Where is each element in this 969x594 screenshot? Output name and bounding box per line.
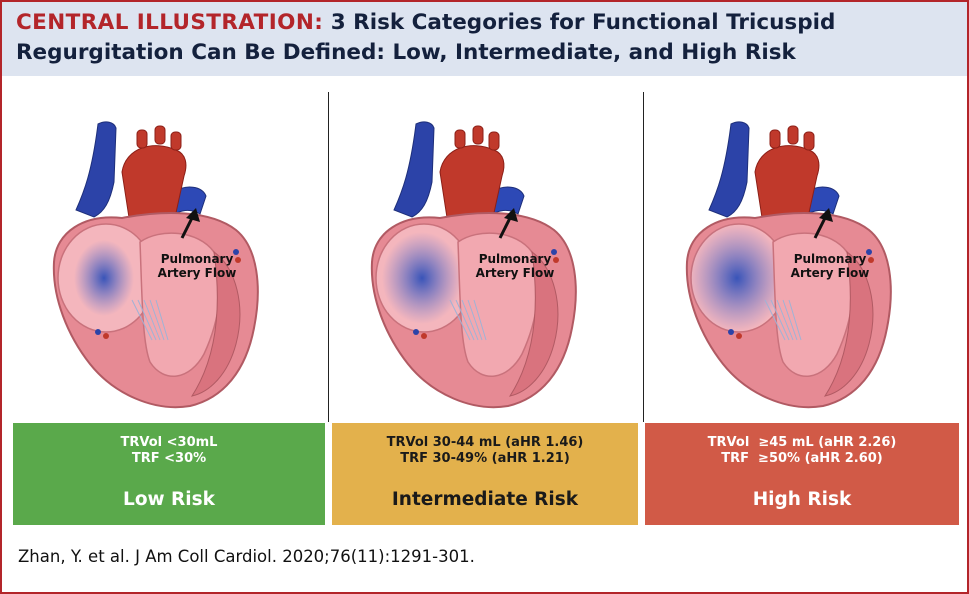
heart-panel-low: Pulmonary Artery Flow xyxy=(14,92,324,422)
vena-cava xyxy=(75,121,117,218)
criteria-trf: TRF <30% xyxy=(131,451,207,466)
flow-arrow-head xyxy=(819,208,833,222)
right-ventricle xyxy=(139,232,222,377)
criteria-trvol: TRVol 30-44 mL (aHR 1.46) xyxy=(386,435,584,450)
risk-criteria: TRVol <30mL TRF <30% xyxy=(13,435,325,467)
left-ventricle-wall xyxy=(190,250,241,397)
arch-branch-2 xyxy=(154,125,166,145)
panel-divider-2 xyxy=(643,92,644,422)
page-title: CENTRAL ILLUSTRATION: 3 Risk Categories … xyxy=(16,8,946,68)
right-ventricle xyxy=(457,232,540,377)
arch-branch-1 xyxy=(769,129,781,149)
chorda-tendinea xyxy=(782,299,798,341)
arch-branch-3 xyxy=(170,131,182,151)
vessel-dot-red xyxy=(553,257,559,263)
flow-label-line2: Artery Flow xyxy=(475,266,555,280)
pulmonary-flow-label: Pulmonary Artery Flow xyxy=(142,252,252,280)
criteria-trf: TRF 30-49% (aHR 1.21) xyxy=(400,451,570,466)
chorda-tendinea xyxy=(155,299,169,341)
pulmonary-flow-label: Pulmonary Artery Flow xyxy=(460,252,570,280)
chorda-tendinea xyxy=(149,299,165,341)
vessel-dot-blue-lower xyxy=(728,329,734,335)
risk-box-low: TRVol <30mL TRF <30% Low Risk xyxy=(13,423,325,525)
flow-label-line1: Pulmonary xyxy=(160,252,234,266)
criteria-trf: TRF ≥50% (aHR 2.60) xyxy=(721,451,883,466)
chorda-tendinea xyxy=(461,299,479,341)
flow-label-line2: Artery Flow xyxy=(157,266,237,280)
risk-criteria: TRVol ≥45 mL (aHR 2.26) TRF ≥50% (aHR 2.… xyxy=(645,435,959,467)
arch-branch-1 xyxy=(454,129,466,149)
arch-branch-2 xyxy=(787,125,799,145)
flow-arrow-head xyxy=(186,208,200,222)
heart-panel-intermediate: Pulmonary Artery Flow xyxy=(332,92,642,422)
flow-label-line1: Pulmonary xyxy=(478,252,552,266)
vessel-dot-red xyxy=(235,257,241,263)
title-lead: CENTRAL ILLUSTRATION: xyxy=(16,10,324,35)
risk-label: High Risk xyxy=(752,489,852,510)
left-ventricle-wall xyxy=(508,250,559,397)
risk-box-intermediate: TRVol 30-44 mL (aHR 1.46) TRF 30-49% (aH… xyxy=(332,423,638,525)
risk-criteria: TRVol 30-44 mL (aHR 1.46) TRF 30-49% (aH… xyxy=(332,435,638,467)
vessel-dot-red-lower xyxy=(421,333,427,339)
panel-divider-1 xyxy=(328,92,329,422)
heart-illustration-intermediate xyxy=(370,121,577,409)
flow-label-line2: Artery Flow xyxy=(790,266,870,280)
chorda-tendinea xyxy=(788,299,802,341)
right-ventricle xyxy=(772,232,855,377)
chorda-tendinea xyxy=(455,299,475,341)
chorda-tendinea xyxy=(776,299,794,341)
chorda-tendinea xyxy=(449,299,471,341)
pulmonary-flow-label: Pulmonary Artery Flow xyxy=(775,252,885,280)
citation: Zhan, Y. et al. J Am Coll Cardiol. 2020;… xyxy=(18,547,475,566)
vessel-dot-red xyxy=(868,257,874,263)
criteria-trvol: TRVol ≥45 mL (aHR 2.26) xyxy=(707,435,897,450)
vena-cava xyxy=(708,121,750,218)
arch-branch-3 xyxy=(488,131,500,151)
regurgitant-jet xyxy=(382,232,462,324)
vessel-dot-blue xyxy=(233,249,239,255)
arch-branch-3 xyxy=(803,131,815,151)
vena-cava xyxy=(393,121,435,218)
risk-label: Intermediate Risk xyxy=(391,489,579,510)
chorda-tendinea xyxy=(131,299,153,341)
criteria-trvol: TRVol <30mL xyxy=(120,435,218,450)
risk-label: Low Risk xyxy=(123,489,215,510)
vessel-dot-blue-lower xyxy=(95,329,101,335)
heart-illustration-high xyxy=(685,121,892,409)
vessel-dot-blue xyxy=(551,249,557,255)
left-ventricle-wall xyxy=(823,250,874,397)
arch-branch-1 xyxy=(136,129,148,149)
chorda-tendinea xyxy=(473,299,487,341)
arch-branch-2 xyxy=(472,125,484,145)
chorda-tendinea xyxy=(137,299,157,341)
chorda-tendinea xyxy=(467,299,483,341)
regurgitant-jet xyxy=(74,240,134,316)
chorda-tendinea xyxy=(143,299,161,341)
header-band: CENTRAL ILLUSTRATION: 3 Risk Categories … xyxy=(2,2,967,76)
flow-label-line1: Pulmonary xyxy=(793,252,867,266)
heart-illustration-low xyxy=(52,121,259,409)
vessel-dot-red-lower xyxy=(736,333,742,339)
title-text: 3 Risk Categories for Functional Tricusp… xyxy=(16,10,836,65)
vessel-dot-blue-lower xyxy=(413,329,419,335)
heart-panel-high: Pulmonary Artery Flow xyxy=(647,92,957,422)
chorda-tendinea xyxy=(770,299,790,341)
flow-arrow-head xyxy=(504,208,518,222)
vessel-dot-red-lower xyxy=(103,333,109,339)
regurgitant-jet xyxy=(689,224,785,332)
risk-box-high: TRVol ≥45 mL (aHR 2.26) TRF ≥50% (aHR 2.… xyxy=(645,423,959,525)
chorda-tendinea xyxy=(764,299,786,341)
vessel-dot-blue xyxy=(866,249,872,255)
